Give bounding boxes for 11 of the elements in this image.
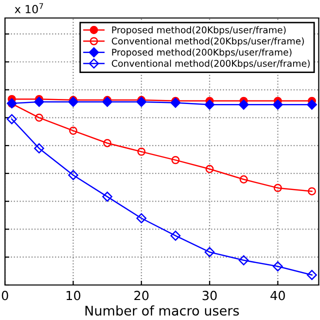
x-tick-label: 30 <box>202 290 217 300</box>
x-tick-label: 40 <box>270 290 285 300</box>
x-axis-title: Number of macro users <box>85 305 239 316</box>
x-tick-label: 10 <box>66 290 80 300</box>
text: x 10$^{7}$ <box>14 3 44 14</box>
x-tick-label: 0 <box>2 290 8 300</box>
legend-label: Proposed method(200Kbps/user/frame) <box>112 48 292 58</box>
legend-label: Conventional method(20Kbps/user/frame) <box>112 37 304 46</box>
legend-label: Conventional method(200Kbps/user/frame) <box>112 60 310 69</box>
legend-label: Proposed method(20Kbps/user/frame) <box>112 26 286 36</box>
x-tick-label: 20 <box>134 290 149 300</box>
